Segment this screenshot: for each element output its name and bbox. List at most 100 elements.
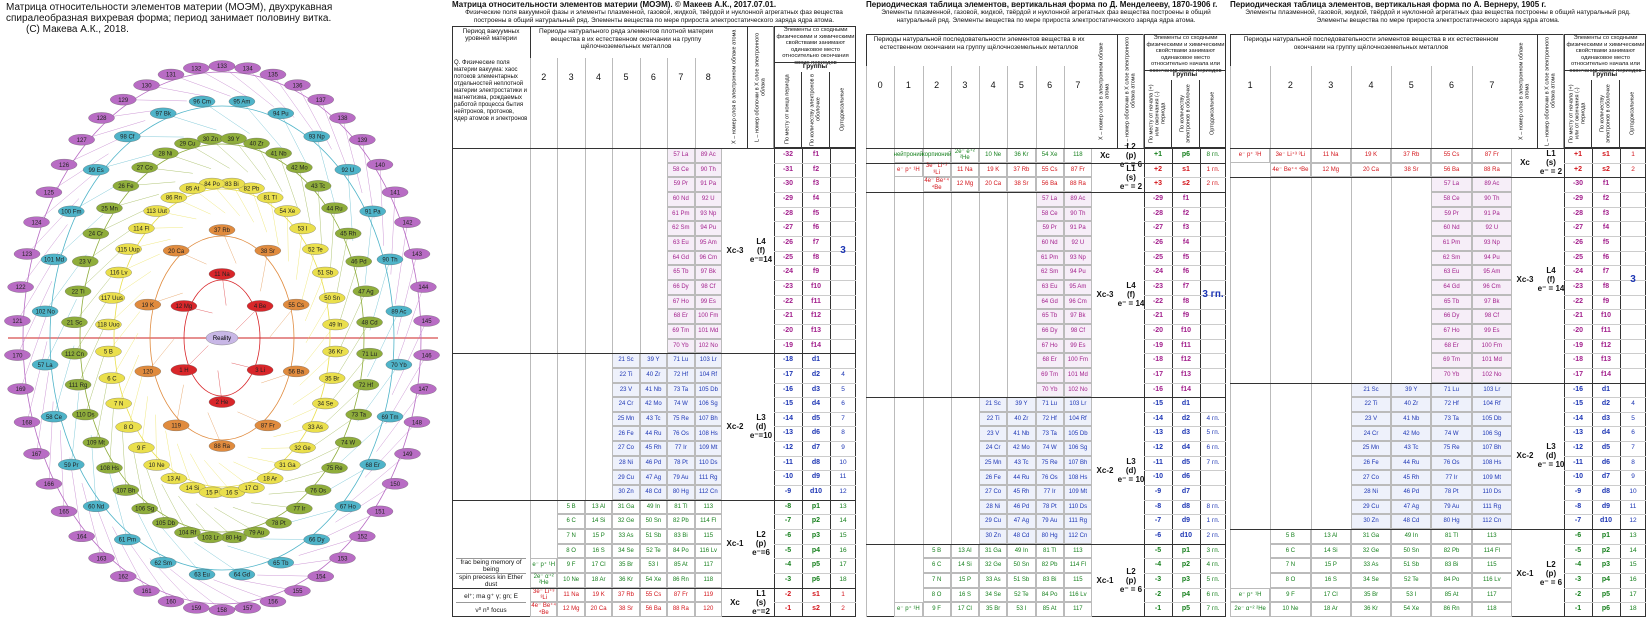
row-line bbox=[1144, 514, 1226, 516]
element-cell: 102 No bbox=[694, 338, 722, 354]
element-cell: 46 Pd bbox=[639, 455, 668, 471]
element-oval bbox=[376, 253, 404, 266]
group-ortho: 1 гп. bbox=[1206, 165, 1220, 173]
block-l-line: L1 bbox=[1126, 163, 1136, 173]
row-line bbox=[774, 279, 856, 281]
element-cell: 17 Cl bbox=[950, 602, 979, 617]
element-cell: 35 Br bbox=[612, 558, 640, 574]
row-line bbox=[774, 338, 856, 340]
element-cell: 37 Rb bbox=[1391, 148, 1432, 163]
element-label: 120 bbox=[143, 370, 154, 376]
element-cell: 108 Hs bbox=[1471, 455, 1512, 471]
element-oval bbox=[228, 568, 256, 581]
element-label: 4 Be bbox=[254, 304, 267, 310]
element-label: 100 Fm bbox=[61, 210, 81, 216]
element-oval bbox=[318, 292, 346, 304]
block-l-line: L2 bbox=[756, 530, 766, 540]
col-line bbox=[1391, 66, 1393, 617]
element-oval bbox=[152, 147, 179, 159]
element-cell: 116 Lv bbox=[694, 543, 722, 559]
element-label: 153 bbox=[337, 556, 348, 562]
element-cell: 21 Sc bbox=[612, 353, 640, 368]
element-cell: 20 Ca bbox=[979, 177, 1008, 192]
element-cell: 49 In bbox=[1007, 543, 1036, 559]
block-l-line: L2 bbox=[1126, 566, 1136, 576]
element-cell: 52 Te bbox=[639, 543, 668, 559]
element-cell: 61 Pm bbox=[1431, 235, 1472, 251]
group-orbital: d10 bbox=[1179, 532, 1193, 540]
element-cell: 110 Ds bbox=[694, 455, 722, 471]
group-orbital: f6 bbox=[1602, 253, 1610, 261]
element-label: 32 Ge bbox=[294, 446, 311, 452]
element-label: 117 Uus bbox=[101, 296, 123, 302]
group-ortho: 7 гп. bbox=[1206, 458, 1220, 466]
row-line bbox=[1564, 587, 1646, 589]
element-cell: 109 Mt bbox=[694, 441, 722, 456]
col-line bbox=[950, 66, 952, 617]
group-orbital: d10 bbox=[1599, 517, 1613, 525]
element-cell: 56 Ba bbox=[1431, 162, 1472, 178]
group-ortho: 11 bbox=[1629, 502, 1637, 510]
element-cell: 81 Tl bbox=[1035, 543, 1064, 559]
row-line bbox=[774, 426, 856, 428]
element-label: 90 Th bbox=[382, 258, 397, 264]
element-oval bbox=[197, 531, 224, 544]
element-cell: 12 Mg bbox=[557, 602, 585, 617]
element-cell: 100 Fm bbox=[1471, 338, 1512, 354]
element-cell: 100 Fm bbox=[1063, 353, 1092, 368]
row-line bbox=[774, 441, 856, 443]
pos-header: По месту от начала (+) или от окончания … bbox=[1564, 80, 1592, 148]
column-label: 2 bbox=[541, 72, 547, 82]
element-cell: 10 Ne bbox=[1270, 602, 1311, 617]
element-label: 52 Te bbox=[308, 247, 323, 253]
group-position: -16 bbox=[1572, 385, 1584, 393]
col-line bbox=[584, 58, 586, 617]
element-cell: 43 Tc bbox=[1007, 455, 1036, 471]
group-orbital: f7 bbox=[1182, 282, 1190, 290]
element-label: 9 F bbox=[137, 446, 146, 452]
element-cell: 54 Xe bbox=[1035, 148, 1064, 163]
block-l-line: (p) bbox=[1125, 575, 1137, 585]
element-oval bbox=[105, 266, 132, 279]
row-line bbox=[1144, 309, 1226, 311]
element-label: 96 Cm bbox=[193, 100, 211, 106]
side-text: frac being memory of being bbox=[456, 558, 526, 573]
group-ortho: 17 bbox=[1629, 590, 1637, 598]
group-orbital: p4 bbox=[811, 546, 821, 554]
element-oval bbox=[68, 134, 95, 146]
group-ortho: 8 гп. bbox=[1206, 502, 1220, 510]
element-label: 126 bbox=[59, 163, 70, 169]
group-orbital: d9 bbox=[1601, 502, 1611, 510]
element-label: 11 Na bbox=[214, 272, 230, 278]
element-oval bbox=[286, 502, 313, 515]
element-oval bbox=[334, 500, 362, 512]
block-l-line: L2 bbox=[1126, 141, 1136, 151]
element-cell: 88 Ra bbox=[667, 602, 695, 617]
groups-header: Группы bbox=[1564, 70, 1646, 78]
link-line bbox=[175, 384, 184, 426]
count-header: По количеству электронов в оболочке bbox=[1172, 80, 1200, 148]
element-label: 47 Ag bbox=[358, 290, 373, 296]
row-line bbox=[1144, 235, 1226, 237]
group-ortho: 16 bbox=[1629, 576, 1637, 584]
element-label: 28 Ni bbox=[158, 151, 172, 157]
element-label: 105 Db bbox=[156, 521, 176, 527]
element-oval bbox=[82, 227, 109, 240]
element-oval bbox=[50, 505, 78, 518]
element-cell: 7 N bbox=[922, 573, 951, 588]
group-orbital: f13 bbox=[1180, 370, 1192, 378]
column-label: 4 bbox=[596, 72, 602, 82]
element-cell: 78 Pt bbox=[1431, 485, 1472, 500]
group-position: -12 bbox=[1572, 444, 1584, 452]
element-label: 16 S bbox=[226, 491, 238, 497]
block-x: Xc-3 bbox=[726, 246, 744, 256]
group-orbital: d1 bbox=[1181, 400, 1191, 408]
group-orbital: f3 bbox=[1602, 209, 1610, 217]
element-label: 49 In bbox=[329, 323, 342, 329]
element-cell: 51 Sb bbox=[1391, 558, 1432, 574]
element-label: 132 bbox=[191, 66, 202, 72]
row-line bbox=[774, 558, 856, 560]
row-line bbox=[1564, 397, 1646, 399]
element-cell: 118 bbox=[694, 573, 722, 588]
group-ortho: 5 bbox=[841, 385, 845, 393]
